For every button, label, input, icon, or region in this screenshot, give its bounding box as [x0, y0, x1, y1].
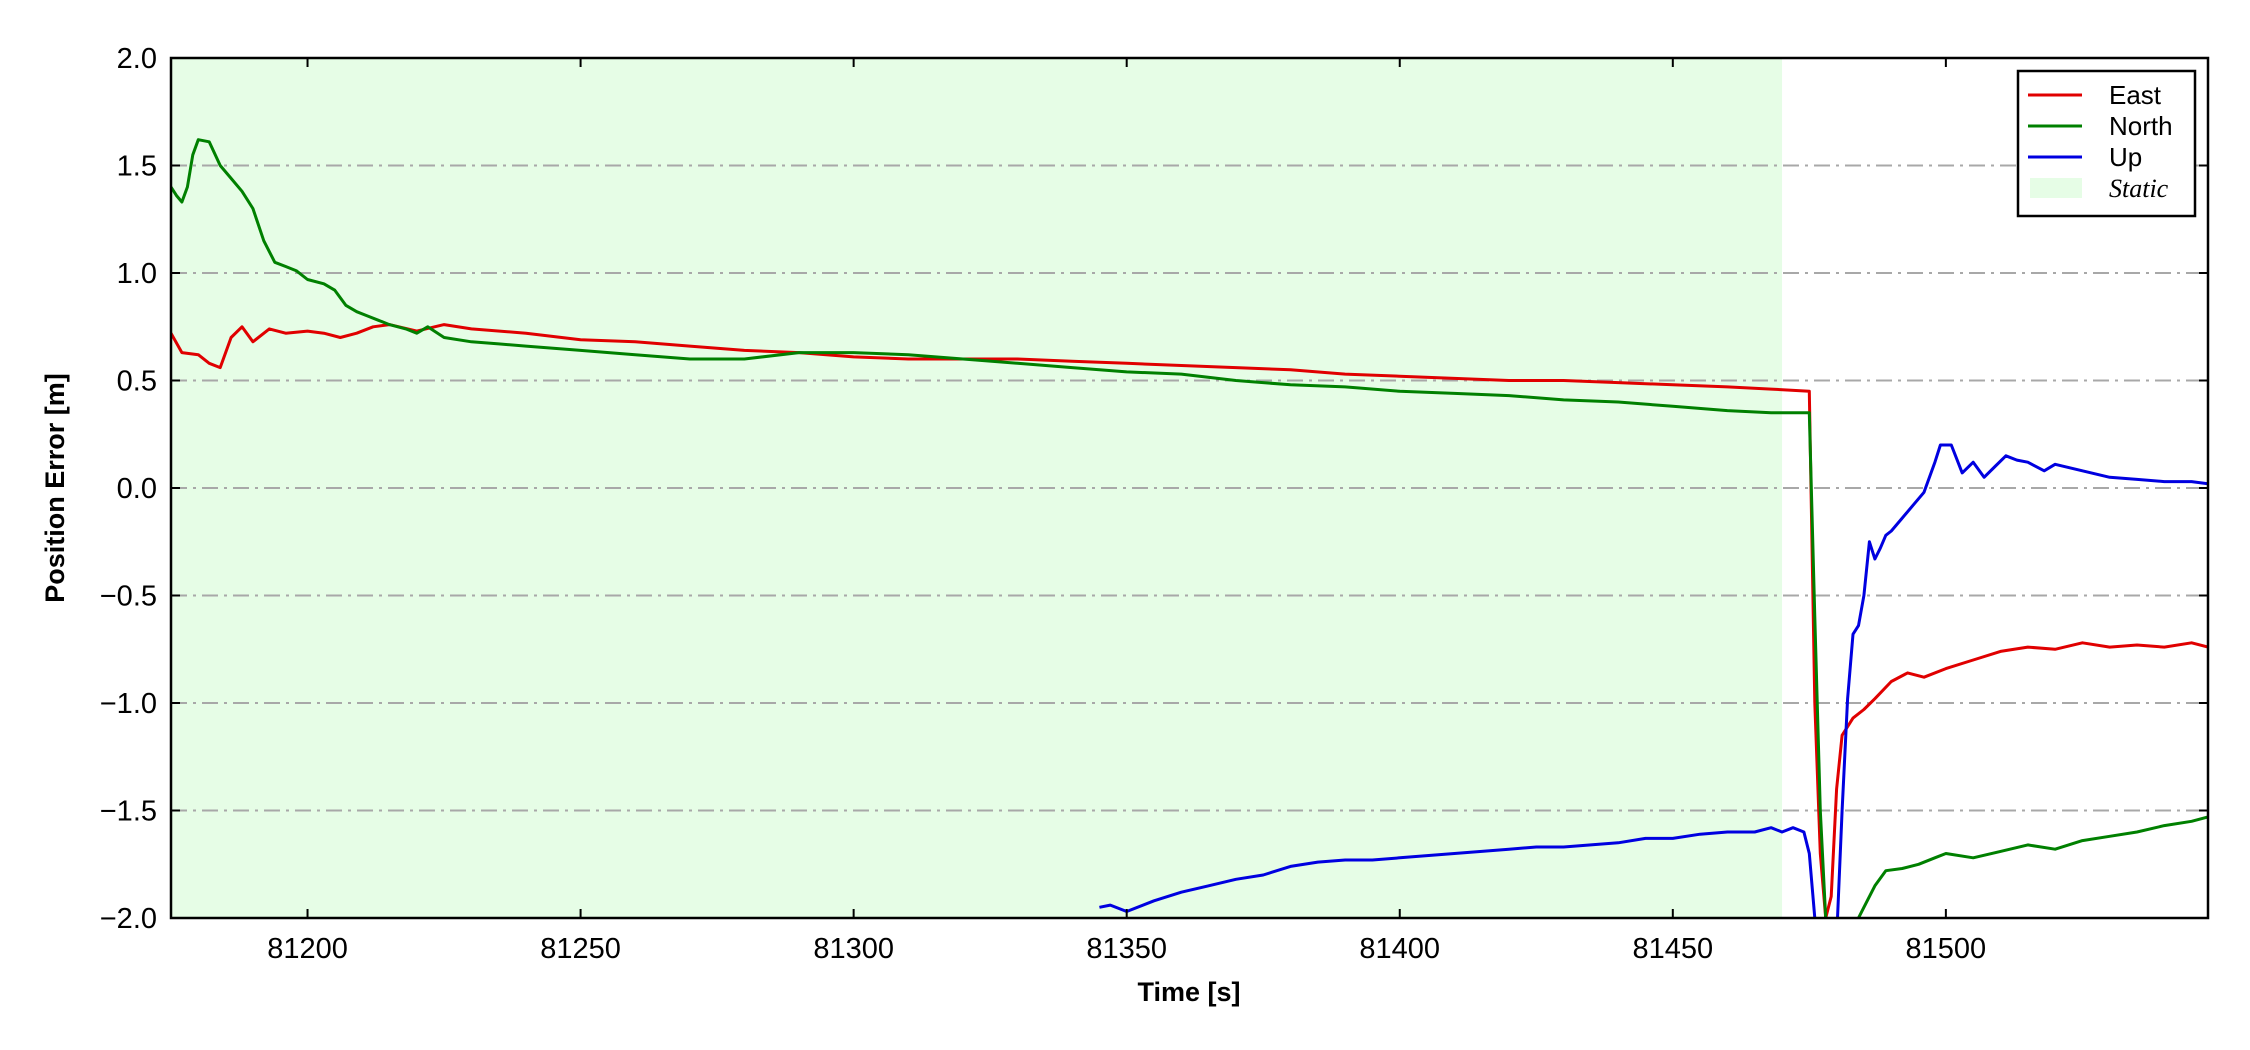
x-tick-label: 81250 — [540, 933, 621, 965]
x-tick-label: 81200 — [267, 933, 348, 965]
y-tick-label: 1.5 — [117, 151, 157, 183]
legend-swatch-static — [2030, 178, 2082, 198]
y-tick-label: 0.5 — [117, 366, 157, 398]
x-tick-label: 81300 — [813, 933, 894, 965]
y-tick-label: −1.0 — [100, 688, 157, 720]
y-axis-title: Position Error [m] — [40, 373, 70, 603]
series-line-east — [171, 323, 2208, 918]
x-tick-label: 81400 — [1359, 933, 1440, 965]
x-axis-title: Time [s] — [1137, 977, 1240, 1007]
y-tick-label: −0.5 — [100, 581, 157, 613]
y-tick-label: −2.0 — [100, 903, 157, 935]
x-tick-label: 81500 — [1906, 933, 1987, 965]
y-tick-label: −1.5 — [100, 796, 157, 828]
series-line-north — [171, 138, 2208, 918]
legend-label-north: North — [2109, 111, 2173, 141]
y-tick-label: 0.0 — [117, 473, 157, 505]
legend-label-up: Up — [2109, 142, 2142, 172]
legend-label-static: Static — [2109, 174, 2169, 203]
x-tick-label: 81450 — [1632, 933, 1713, 965]
y-tick-label: 2.0 — [117, 43, 157, 75]
x-tick-label: 81350 — [1086, 933, 1167, 965]
series-line-up — [1099, 443, 2208, 918]
y-tick-label: 1.0 — [117, 258, 157, 290]
legend-label-east: East — [2109, 80, 2162, 110]
